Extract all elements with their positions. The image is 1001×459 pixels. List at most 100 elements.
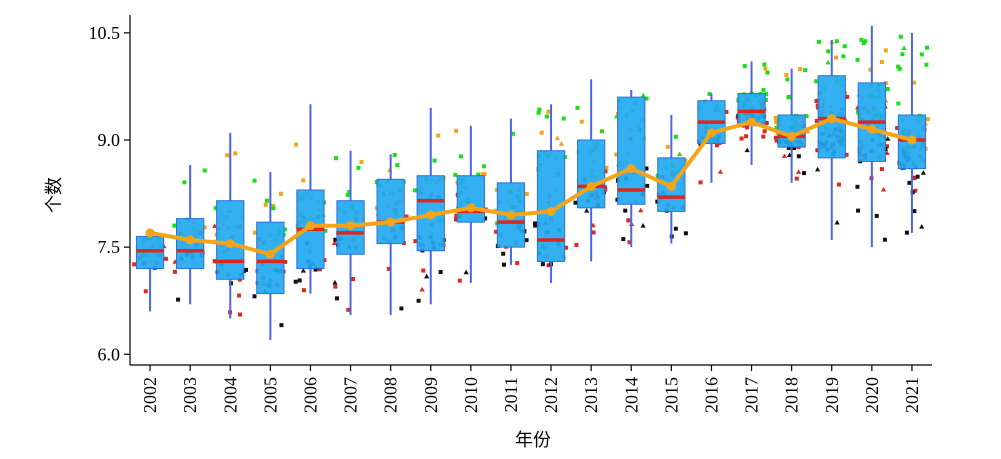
data-point <box>683 231 688 236</box>
data-point <box>644 96 649 101</box>
data-point <box>834 39 839 44</box>
data-point <box>912 209 917 214</box>
data-point <box>640 92 646 98</box>
data-point <box>763 97 768 102</box>
data-point <box>907 180 912 185</box>
data-point <box>677 151 683 157</box>
box-2008 <box>376 154 405 315</box>
data-point <box>904 230 909 235</box>
box-body <box>135 235 165 270</box>
data-point <box>815 166 821 172</box>
data-point <box>842 44 847 49</box>
x-tick-label: 2018 <box>782 377 802 413</box>
data-point <box>744 134 749 139</box>
data-point <box>481 164 486 169</box>
data-point <box>802 171 807 176</box>
mean-point <box>867 124 877 134</box>
data-point <box>614 152 619 157</box>
box-2006 <box>296 104 325 294</box>
data-point <box>925 45 930 50</box>
data-point <box>859 37 864 42</box>
data-point <box>781 153 788 158</box>
mean-point <box>426 210 436 220</box>
data-point <box>347 189 352 194</box>
data-point <box>626 218 631 223</box>
data-point <box>715 143 720 148</box>
data-point <box>644 166 649 171</box>
box-2007 <box>336 150 365 315</box>
x-tick-label: 2014 <box>621 377 641 413</box>
data-point <box>834 219 840 225</box>
data-point <box>764 92 769 97</box>
data-point <box>762 62 767 67</box>
data-point <box>351 277 356 282</box>
data-point <box>798 67 803 72</box>
data-point <box>297 278 302 283</box>
data-point <box>323 228 328 233</box>
data-point <box>724 109 729 114</box>
data-point <box>882 237 887 242</box>
data-point <box>744 147 750 153</box>
x-tick-label: 2009 <box>421 377 441 413</box>
data-point <box>331 240 338 246</box>
data-point <box>252 294 257 299</box>
data-point <box>925 117 930 122</box>
data-point <box>895 126 900 131</box>
box-2012 <box>536 104 566 283</box>
data-point <box>333 156 338 161</box>
box-body <box>176 218 205 270</box>
x-axis-title: 年份 <box>515 430 551 451</box>
data-point <box>421 268 426 273</box>
data-point <box>212 223 218 228</box>
y-tick-label: 9.0 <box>98 130 121 150</box>
data-point <box>913 188 918 193</box>
data-point <box>785 77 790 82</box>
mean-point <box>265 249 275 259</box>
data-point <box>524 191 529 196</box>
data-point <box>202 168 207 173</box>
box-body <box>456 175 485 223</box>
data-point <box>213 206 218 211</box>
data-point <box>773 135 778 140</box>
data-point <box>482 172 487 177</box>
data-point <box>707 92 712 97</box>
data-point <box>202 225 207 230</box>
data-point <box>252 178 257 183</box>
data-point <box>861 41 866 46</box>
data-point <box>454 128 459 133</box>
data-point <box>912 176 917 181</box>
data-point <box>836 182 841 187</box>
data-point <box>172 269 177 274</box>
x-axis: 2002 2003 2004 2005 2006 2007 2008 2009 2010 2011… <box>140 365 922 413</box>
x-tick-label: 2008 <box>381 377 401 413</box>
data-point <box>786 94 791 99</box>
mean-point <box>626 164 636 174</box>
data-point <box>814 79 819 84</box>
data-point <box>333 284 338 289</box>
data-point <box>919 52 924 57</box>
data-point <box>640 222 646 228</box>
data-point <box>761 134 766 139</box>
data-point <box>546 109 551 114</box>
data-point <box>627 240 632 245</box>
data-point <box>919 224 925 229</box>
data-point <box>212 259 217 264</box>
data-point <box>773 115 778 120</box>
mean-point <box>346 221 356 231</box>
data-point <box>182 180 187 185</box>
data-point <box>673 134 678 139</box>
data-point <box>510 131 515 136</box>
data-point <box>416 298 421 303</box>
mean-point <box>546 206 556 216</box>
y-tick-label: 6.0 <box>98 344 121 364</box>
data-point <box>564 245 569 250</box>
x-tick-label: 2013 <box>581 377 601 413</box>
data-point <box>392 152 397 157</box>
data-point <box>795 169 802 174</box>
data-point <box>533 223 538 228</box>
data-point <box>346 307 351 312</box>
x-tick-label: 2020 <box>862 377 882 413</box>
x-tick-label: 2012 <box>541 377 561 413</box>
mean-point <box>225 239 235 249</box>
